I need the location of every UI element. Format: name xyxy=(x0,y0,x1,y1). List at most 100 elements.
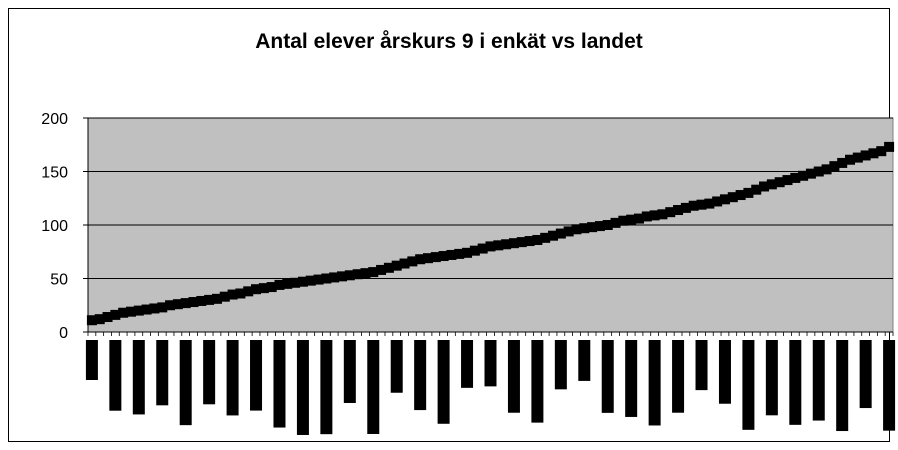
data-point xyxy=(618,215,629,226)
data-point xyxy=(165,300,176,311)
y-tick-label: 0 xyxy=(59,325,68,342)
data-point xyxy=(344,270,355,281)
data-point xyxy=(626,214,637,225)
data-point xyxy=(454,248,465,259)
x-tick-label-block xyxy=(226,340,239,416)
x-tick-label-block xyxy=(859,340,872,409)
y-tick-label: 50 xyxy=(50,272,68,289)
data-point xyxy=(743,187,754,198)
data-point xyxy=(180,298,191,309)
data-point xyxy=(297,276,308,287)
data-point xyxy=(462,247,473,258)
y-tick-label: 100 xyxy=(41,218,68,235)
data-point xyxy=(446,249,457,260)
x-tick-label-block xyxy=(578,340,591,381)
x-tick-label-block xyxy=(179,340,192,426)
data-point xyxy=(673,205,684,216)
data-point xyxy=(438,251,449,262)
data-point xyxy=(633,213,644,224)
data-point xyxy=(587,222,598,233)
data-point xyxy=(751,184,762,195)
data-point xyxy=(243,286,254,297)
data-point xyxy=(383,262,394,273)
data-point xyxy=(149,303,160,314)
data-point xyxy=(719,194,730,205)
data-point xyxy=(555,228,566,239)
data-point xyxy=(141,304,152,315)
x-tick-label-block xyxy=(367,340,380,434)
data-point xyxy=(258,283,269,294)
data-point xyxy=(680,202,691,213)
data-point xyxy=(610,217,621,228)
x-tick-label-block xyxy=(695,340,708,391)
data-point xyxy=(157,302,168,313)
data-point xyxy=(641,211,652,222)
data-point xyxy=(516,237,527,248)
x-tick-label-block xyxy=(554,340,567,390)
x-tick-label-block xyxy=(296,340,309,435)
data-point xyxy=(485,241,496,252)
data-point xyxy=(227,289,238,300)
data-point xyxy=(430,252,441,263)
data-point xyxy=(766,179,777,190)
x-tick-label-block xyxy=(812,340,825,421)
data-point xyxy=(594,221,605,232)
data-point xyxy=(329,272,340,283)
data-point xyxy=(391,260,402,271)
y-tick-label: 200 xyxy=(41,111,68,128)
x-tick-label-block xyxy=(437,340,450,424)
data-point xyxy=(649,210,660,221)
data-point xyxy=(735,190,746,201)
x-tick-label-block xyxy=(109,340,122,411)
data-point xyxy=(845,154,856,165)
x-tick-label-block xyxy=(250,340,263,411)
data-point xyxy=(235,288,246,299)
x-tick-label-block xyxy=(156,340,169,406)
data-point xyxy=(172,299,183,310)
data-point xyxy=(422,253,433,264)
x-tick-label-block xyxy=(742,340,755,430)
data-point xyxy=(868,148,879,159)
data-point xyxy=(852,152,863,163)
x-tick-label-block xyxy=(836,340,849,432)
data-point xyxy=(829,161,840,172)
x-tick-label-block xyxy=(320,340,333,435)
data-point xyxy=(102,312,113,323)
data-point xyxy=(813,166,824,177)
data-point xyxy=(548,230,559,241)
data-point xyxy=(790,172,801,183)
data-point xyxy=(266,282,277,293)
x-tick-label-block xyxy=(414,340,427,411)
data-point xyxy=(837,157,848,168)
chart-title: Antal elever årskurs 9 i enkät vs landet xyxy=(255,30,643,53)
data-point xyxy=(86,315,97,326)
data-point xyxy=(540,232,551,243)
data-point xyxy=(313,274,324,285)
data-point xyxy=(352,269,363,280)
data-point xyxy=(321,273,332,284)
data-point xyxy=(782,175,793,186)
x-tick-label-block xyxy=(343,340,356,403)
x-tick-label-block xyxy=(625,340,638,417)
x-tick-label-block xyxy=(85,340,98,380)
data-point xyxy=(493,240,504,251)
data-point xyxy=(376,264,387,275)
x-tick-label-block xyxy=(273,340,286,428)
data-point xyxy=(211,293,222,304)
x-tick-label-block xyxy=(718,340,731,404)
data-point xyxy=(118,307,129,318)
x-tick-label-block xyxy=(672,340,685,413)
data-point xyxy=(579,223,590,234)
data-point xyxy=(274,279,285,290)
data-point xyxy=(415,254,426,265)
data-point xyxy=(368,267,379,278)
data-point xyxy=(602,220,613,230)
x-tick-label-block xyxy=(390,340,403,393)
data-point xyxy=(712,196,723,207)
data-point xyxy=(860,150,871,161)
data-point xyxy=(563,226,574,237)
data-point xyxy=(727,192,738,203)
data-point xyxy=(524,236,535,247)
data-point xyxy=(798,170,809,181)
x-tick-label-block xyxy=(883,340,896,431)
